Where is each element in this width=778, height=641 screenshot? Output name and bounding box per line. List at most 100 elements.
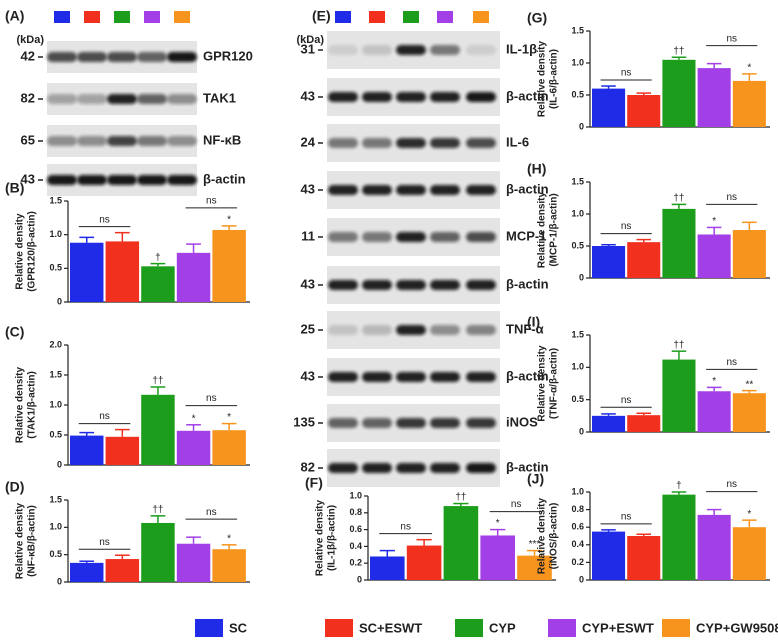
significance-mark: ns [99,537,110,548]
protein-label: β-actin [506,181,549,196]
protein-label: β-actin [506,88,549,103]
protein-label: β-actin [506,459,549,474]
significance-mark: †† [673,193,684,204]
blot-band [77,52,107,62]
kda-value: 43 [301,88,315,103]
bar [141,522,175,582]
bar [627,536,661,580]
y-tick-label: 0.2 [349,558,362,568]
blot-band [396,185,426,195]
blot-band [430,92,460,102]
blot-band [47,52,77,62]
protein-label: IL-1β [506,41,537,56]
bar [70,562,104,582]
kda-value: 43 [21,171,35,186]
protein-label: TNF-α [506,321,544,336]
bar [592,88,626,127]
bar [212,549,246,582]
blot-band [466,45,496,55]
y-axis-label: (iNOS/β-actin) [549,503,560,570]
y-tick-label: 0 [357,574,362,584]
y-tick-label: 0 [57,296,62,306]
significance-mark: * [747,63,751,74]
y-tick-label: 0.5 [49,429,62,439]
blot-band [107,175,137,185]
bar [627,95,661,127]
bar [443,506,479,580]
lane-swatch [335,11,351,23]
bar [370,556,405,580]
y-axis-label: Relative density [15,213,26,290]
significance-mark: ns [206,507,217,518]
blot-band [362,325,392,335]
y-axis-label: Relative density [315,499,326,576]
bar [141,394,175,465]
blot-band [466,463,496,473]
significance-mark: ns [511,499,522,510]
kda-value: 82 [301,459,315,474]
bar [732,527,766,580]
panel-label: (D) [5,479,24,495]
bar [662,494,696,580]
y-tick-label: 0 [57,576,62,586]
y-tick-label: 1.5 [49,494,62,504]
blot-band [362,232,392,242]
blot-band [107,136,137,146]
blot-band [137,136,167,146]
bar [627,415,661,432]
significance-mark: * [712,216,716,227]
y-tick-label: 0.2 [571,557,584,567]
blot-band [328,185,358,195]
significance-mark: * [496,518,500,529]
kda-value: 25 [301,321,315,336]
bar [592,531,626,580]
y-tick-label: 0.6 [349,524,362,534]
blot-band [396,92,426,102]
blot-band [430,232,460,242]
legend-swatch [325,619,353,637]
lane-swatch [369,11,385,23]
kda-value: 82 [21,90,35,105]
significance-mark: * [227,215,231,226]
lane-swatch [144,11,160,23]
significance-mark: ns [400,521,411,532]
bar [480,535,515,580]
blot-band [77,175,107,185]
y-tick-label: 0 [579,426,584,436]
significance-mark: ns [99,411,110,422]
bar [105,436,140,465]
blot-band [328,325,358,335]
blot-band [430,45,460,55]
blot-band [362,418,392,428]
bar [70,435,104,465]
blot-band [47,94,77,104]
significance-mark: *** [529,539,541,550]
kda-unit: (kDa) [16,34,44,46]
bar [697,391,731,432]
blot-band [167,52,197,62]
blot-band [167,94,197,104]
significance-mark: ns [726,33,737,44]
y-tick-label: 0.8 [349,507,362,517]
lane-swatch [174,11,190,23]
legend-label: SC [229,620,248,635]
lane-swatch [54,11,70,23]
blot-band [466,185,496,195]
blot-band [396,280,426,290]
y-tick-label: 0 [579,574,584,584]
blot-band [362,45,392,55]
blot-band [396,372,426,382]
bar [662,59,696,127]
significance-mark: †† [673,46,684,57]
y-tick-label: 1.5 [49,195,62,205]
blot-band [47,136,77,146]
blot-band [430,280,460,290]
blot-band [466,280,496,290]
kda-unit: (kDa) [296,34,324,46]
y-axis-label: (IL-1β/β-actin) [327,505,338,571]
significance-mark: * [747,509,751,520]
panel-label: (C) [5,324,24,340]
y-tick-label: 1.0 [571,208,584,218]
protein-label: β-actin [203,171,246,186]
blot-band [430,325,460,335]
